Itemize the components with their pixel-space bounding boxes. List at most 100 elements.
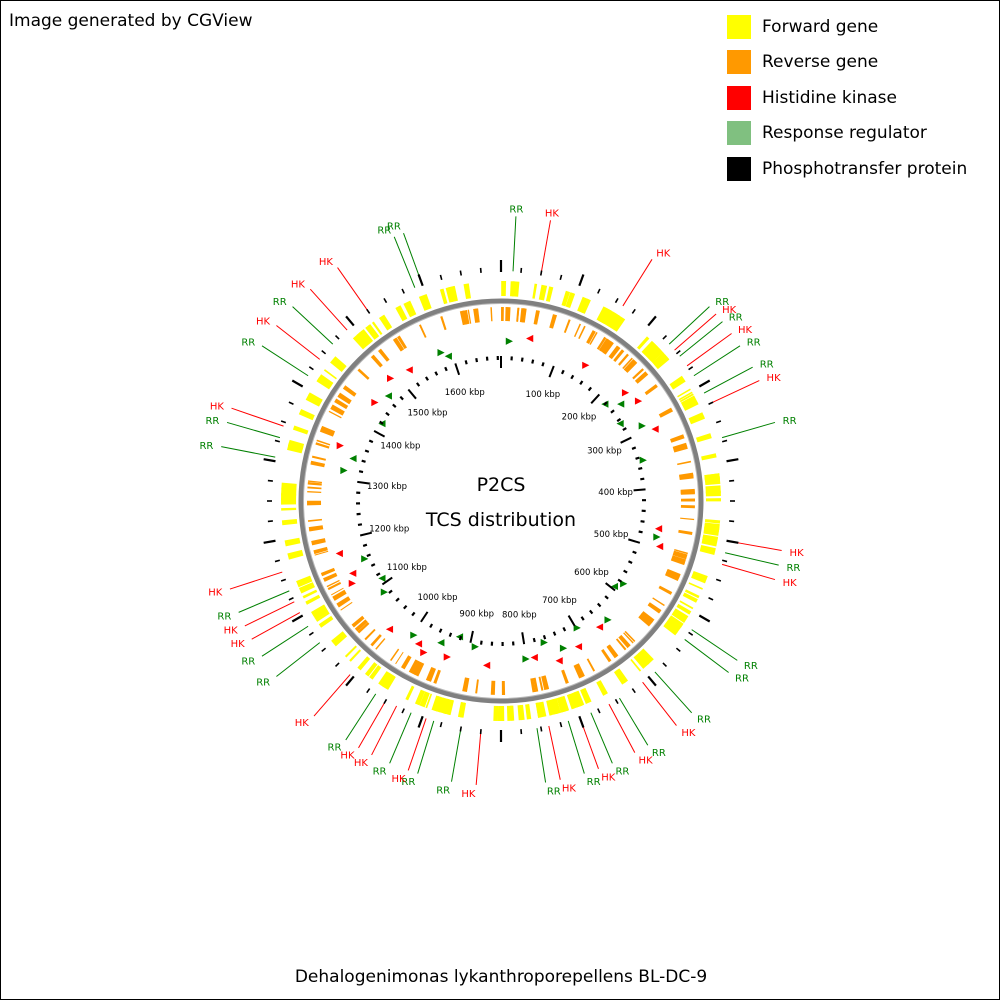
forward-gene: [281, 482, 297, 490]
forward-gene: [615, 668, 629, 684]
ruler-tick: [562, 626, 567, 632]
reverse-gene: [613, 349, 625, 363]
outer-tick: [366, 688, 371, 694]
forward-gene: [607, 313, 618, 328]
response-regulator-marker: [361, 555, 369, 563]
forward-gene: [684, 589, 700, 599]
reverse-gene: [332, 589, 347, 601]
reverse-gene: [658, 585, 673, 595]
rr-label: RR: [747, 337, 761, 348]
ruler-tick: [411, 611, 416, 617]
ruler-tick: [388, 589, 393, 594]
reverse-gene: [319, 427, 335, 437]
outer-tick: [675, 349, 681, 355]
rr-label: RR: [373, 767, 387, 778]
outer-tick: [280, 420, 287, 424]
ruler-tick: [590, 393, 601, 404]
reverse-gene: [336, 596, 351, 608]
reverse-gene: [370, 634, 382, 647]
ruler-label: 400 kbp: [598, 488, 633, 498]
legend-item-forward-gene: Forward gene: [727, 9, 967, 45]
reverse-gene: [473, 308, 480, 323]
forward-gene: [652, 352, 668, 367]
outer-tick: [715, 420, 722, 424]
forward-gene: [573, 692, 581, 707]
forward-gene: [638, 648, 654, 665]
callout-line: [244, 601, 295, 627]
forward-gene: [330, 356, 347, 372]
forward-gene: [704, 524, 720, 530]
outer-tick: [459, 270, 463, 276]
response-regulator-marker: [617, 400, 625, 408]
forward-gene: [292, 425, 309, 435]
reverse-gene: [678, 529, 693, 536]
reverse-gene: [578, 325, 586, 340]
forward-gene: [281, 507, 297, 511]
outer-tick: [288, 597, 294, 601]
ruler-tick: [628, 538, 641, 544]
ruler-tick: [632, 550, 637, 555]
legend-label: Histidine kinase: [762, 87, 897, 108]
ruler-tick: [616, 417, 622, 423]
forward-gene: [357, 656, 371, 671]
outer-tick: [345, 315, 355, 327]
ruler-tick: [560, 369, 565, 375]
forward-gene: [680, 395, 698, 410]
reverse-gene: [680, 505, 695, 509]
callout-line: [686, 333, 732, 367]
ruler-tick: [362, 543, 368, 547]
reverse-gene: [395, 651, 404, 665]
outer-tick: [366, 308, 371, 314]
ruler-label: 1500 kbp: [407, 409, 447, 419]
outer-tick: [439, 274, 443, 281]
forward-gene: [701, 453, 717, 461]
hk-label: HK: [461, 789, 476, 800]
response-regulator-marker: [616, 420, 624, 428]
reverse-gene: [475, 679, 479, 694]
outer-tick: [291, 379, 304, 388]
histidine-kinase-marker: [414, 640, 423, 648]
histidine-kinase-marker: [371, 398, 379, 407]
legend-swatch: [727, 85, 751, 110]
forward-gene: [557, 695, 570, 713]
ruler-tick: [580, 616, 585, 621]
hk-label: HK: [681, 728, 696, 739]
ruler-tick: [364, 449, 370, 453]
reverse-gene: [644, 384, 658, 395]
forward-gene: [630, 658, 642, 672]
outer-tick: [274, 439, 281, 443]
callout-line: [721, 421, 776, 439]
legend-label: Response regulator: [762, 123, 927, 144]
forward-gene: [511, 281, 520, 297]
legend-swatch: [727, 156, 751, 181]
ruler-tick: [358, 470, 364, 474]
ruler-label: 800 kbp: [502, 611, 537, 621]
reverse-gene: [490, 680, 496, 695]
reverse-gene: [670, 558, 685, 566]
forward-gene: [352, 334, 368, 350]
reverse-gene: [326, 579, 340, 588]
response-regulator-marker: [638, 422, 646, 430]
reverse-gene: [307, 491, 322, 493]
reverse-gene: [426, 667, 436, 682]
hk-label: HK: [656, 249, 671, 260]
outer-tick: [539, 726, 543, 732]
outer-tick: [417, 274, 424, 287]
reverse-gene: [640, 612, 654, 624]
legend-swatch: [727, 121, 751, 146]
ruler-tick: [638, 466, 643, 471]
ruler-tick: [635, 456, 640, 460]
forward-gene: [302, 589, 318, 599]
forward-gene: [701, 538, 718, 547]
ruler-tick: [407, 388, 417, 400]
legend: Forward gene Reverse gene Histidine kina…: [727, 9, 967, 187]
response-regulator-marker: [540, 638, 548, 647]
outer-tick: [597, 708, 601, 714]
reverse-gene: [408, 659, 419, 674]
outer-tick: [308, 631, 314, 636]
legend-label: Phosphotransfer protein: [762, 158, 968, 179]
forward-gene: [596, 306, 611, 324]
ruler-tick: [640, 477, 645, 481]
ruler-tick: [438, 628, 443, 633]
